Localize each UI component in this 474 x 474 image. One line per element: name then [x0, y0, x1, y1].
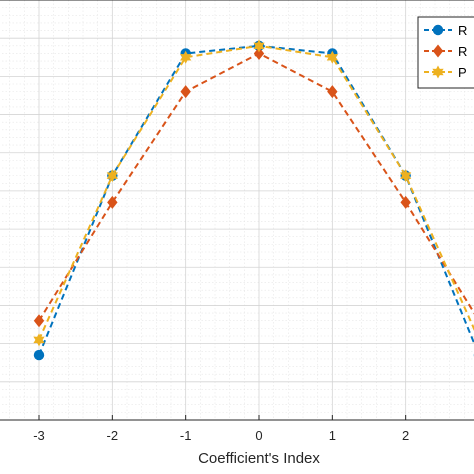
- series-3-point: [400, 169, 412, 183]
- x-axis-title: Coefficient's Index: [198, 450, 320, 467]
- x-axis-ticks: -3-2-10123: [33, 415, 409, 443]
- series-3: [33, 39, 474, 347]
- legend: RRP: [417, 16, 474, 89]
- x-tick-label: 0: [255, 428, 262, 443]
- series-layer: [33, 39, 474, 361]
- major-grid: [0, 0, 474, 421]
- legend-marker: [432, 65, 444, 79]
- series-2-line: [38, 52, 474, 322]
- series-2-point: [180, 85, 191, 99]
- legend-marker: [432, 44, 444, 58]
- x-tick-label: 1: [329, 428, 336, 443]
- series-3-line: [38, 44, 474, 341]
- series-2-point: [33, 314, 45, 328]
- series-2-point: [327, 85, 338, 99]
- legend-marker: [432, 24, 444, 36]
- x-tick-label: -3: [33, 428, 45, 443]
- series-2-point: [107, 195, 118, 209]
- minor-grid: [0, 0, 474, 420]
- series-3-point: [106, 169, 118, 183]
- series-3-point: [180, 50, 192, 64]
- series-2-point: [400, 195, 411, 209]
- x-tick-label: -1: [180, 428, 192, 443]
- series-3-point: [326, 50, 338, 64]
- legend-label: R: [458, 23, 467, 38]
- series-2: [33, 46, 474, 328]
- series-3-point: [33, 333, 45, 347]
- x-tick-label: 2: [402, 428, 409, 443]
- legend-box: [417, 16, 474, 89]
- plot-frame: [0, 0, 474, 421]
- legend-item: P: [424, 65, 467, 80]
- legend-label: R: [458, 44, 467, 59]
- legend-item: R: [424, 23, 467, 38]
- x-tick-label: -2: [107, 428, 119, 443]
- series-1-point: [33, 349, 45, 361]
- series-3-point: [253, 39, 265, 53]
- legend-item: R: [424, 44, 467, 59]
- legend-label: P: [458, 65, 467, 80]
- series-2-point: [253, 46, 265, 60]
